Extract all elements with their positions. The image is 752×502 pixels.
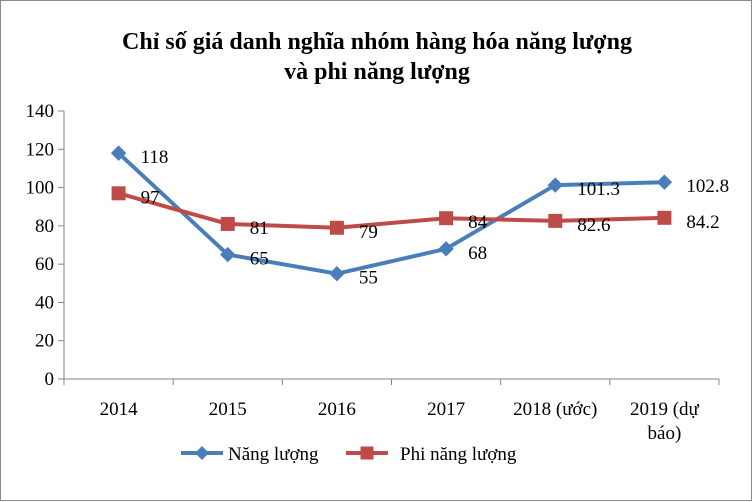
x-tick-label: 2014 <box>100 399 139 420</box>
x-tick-label: 2016 <box>318 399 356 420</box>
y-tick-label: 140 <box>26 101 55 122</box>
y-tick-label: 100 <box>26 178 55 199</box>
data-point-diamond <box>547 177 563 193</box>
data-label: 84.2 <box>686 212 719 233</box>
data-point-square <box>548 213 563 228</box>
axes: 0 20 40 60 80 100 120 140 2014 2015 2016 2017 2018 (… <box>26 101 720 444</box>
data-point-square <box>111 186 126 201</box>
x-tick-label: 2018 (ước) <box>513 399 597 420</box>
data-point-diamond <box>329 266 345 282</box>
data-label: 81 <box>250 218 269 239</box>
y-tick-label: 120 <box>26 139 55 160</box>
legend-label: Năng lượng <box>228 444 319 465</box>
y-tick-label: 0 <box>45 369 55 390</box>
series-line-2 <box>118 191 665 230</box>
data-point-square <box>439 211 454 226</box>
legend-marker-square <box>360 446 374 460</box>
legend-label: Phi năng lượng <box>400 444 517 465</box>
series-line-1 <box>117 151 665 276</box>
data-label: 79 <box>359 222 378 243</box>
series-layer: 118 65 55 68 101.3 102.8 97 81 79 84 82.6 84.2 <box>110 145 729 289</box>
y-tick-label: 60 <box>35 254 54 275</box>
data-point-diamond <box>110 145 127 161</box>
data-point-square <box>657 210 672 225</box>
data-point-diamond <box>438 241 454 257</box>
data-label: 97 <box>141 187 160 208</box>
data-label: 65 <box>250 249 269 270</box>
chart-title-line-1: Chỉ số giá danh nghĩa nhóm hàng hóa năng… <box>122 29 632 55</box>
data-label: 84 <box>468 212 488 233</box>
data-point-diamond <box>220 246 236 263</box>
x-tick-label: 2019 (dự <box>630 399 700 420</box>
data-label: 68 <box>468 243 487 264</box>
chart-title: Chỉ số giá danh nghĩa nhóm hàng hóa năng… <box>1 27 752 87</box>
x-tick-label: 2017 <box>427 399 465 420</box>
legend-marker-diamond <box>195 446 209 460</box>
data-point-square <box>220 216 235 231</box>
x-tick-label: báo) <box>648 423 682 444</box>
data-point-square <box>329 220 344 235</box>
y-tick-label: 20 <box>35 331 54 352</box>
data-point-diamond <box>656 174 673 190</box>
chart-title-line-2: và phi năng lượng <box>284 59 470 85</box>
y-tick-label: 40 <box>35 292 54 313</box>
data-label: 101.3 <box>577 179 620 200</box>
data-label: 82.6 <box>577 215 610 236</box>
data-label: 55 <box>359 268 378 289</box>
y-tick-label: 80 <box>35 216 54 237</box>
x-tick-label: 2015 <box>209 399 247 420</box>
data-label: 102.8 <box>686 176 729 197</box>
data-label: 118 <box>141 147 169 168</box>
legend: Năng lượng Phi năng lượng <box>181 444 517 465</box>
